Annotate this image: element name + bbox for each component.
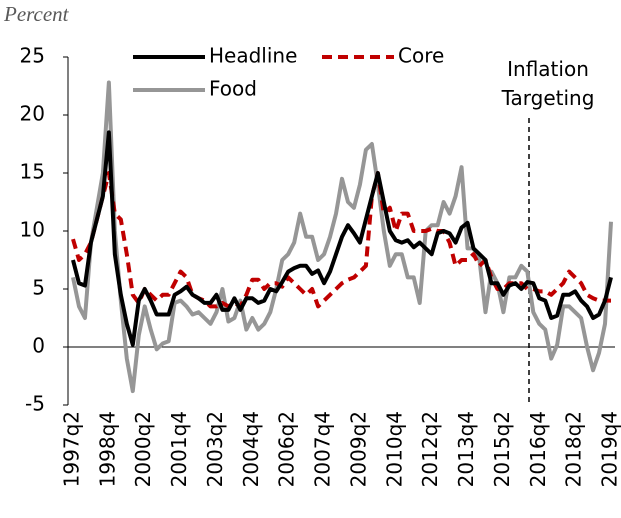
y-tick-label: 10 — [20, 218, 45, 242]
y-tick-label: 20 — [20, 102, 45, 126]
series-line — [71, 80, 613, 394]
x-tick-label: 2001q4 — [167, 411, 191, 487]
x-tick-label: 1998q4 — [95, 411, 119, 487]
series-line — [71, 171, 611, 309]
y-tick-label: 5 — [32, 276, 45, 300]
legend-label: Core — [398, 44, 444, 68]
x-tick-label: 2006q2 — [275, 411, 299, 487]
x-tick-label: 2018q2 — [562, 411, 586, 487]
x-tick-label: 2010q4 — [382, 411, 406, 487]
x-tick-label: 2012q2 — [418, 411, 442, 487]
y-tick-label: 0 — [32, 334, 45, 358]
y-tick-label: 15 — [20, 160, 45, 184]
x-tick-label: 2007q4 — [311, 411, 335, 487]
x-tick-label: 2016q4 — [526, 411, 550, 487]
legend-label: Headline — [209, 44, 297, 68]
y-tick-label: 25 — [20, 44, 45, 68]
x-tick-label: 2013q4 — [454, 411, 478, 487]
x-tick-label: 2004q4 — [239, 411, 263, 487]
legend-label: Food — [209, 77, 257, 101]
annotation: Inflation Targeting — [501, 57, 595, 110]
y-axis-label: Percent — [3, 2, 70, 26]
y-tick-label: -5 — [25, 392, 45, 416]
x-tick-label: 2003q2 — [203, 411, 227, 487]
x-tick-label: 1997q2 — [60, 411, 84, 487]
series-line — [71, 130, 613, 347]
x-tick-label: 2000q2 — [131, 411, 155, 487]
x-tick-label: 2009q2 — [346, 411, 370, 487]
x-tick-label: 2015q2 — [490, 411, 514, 487]
x-tick-label: 2019q4 — [598, 411, 621, 487]
